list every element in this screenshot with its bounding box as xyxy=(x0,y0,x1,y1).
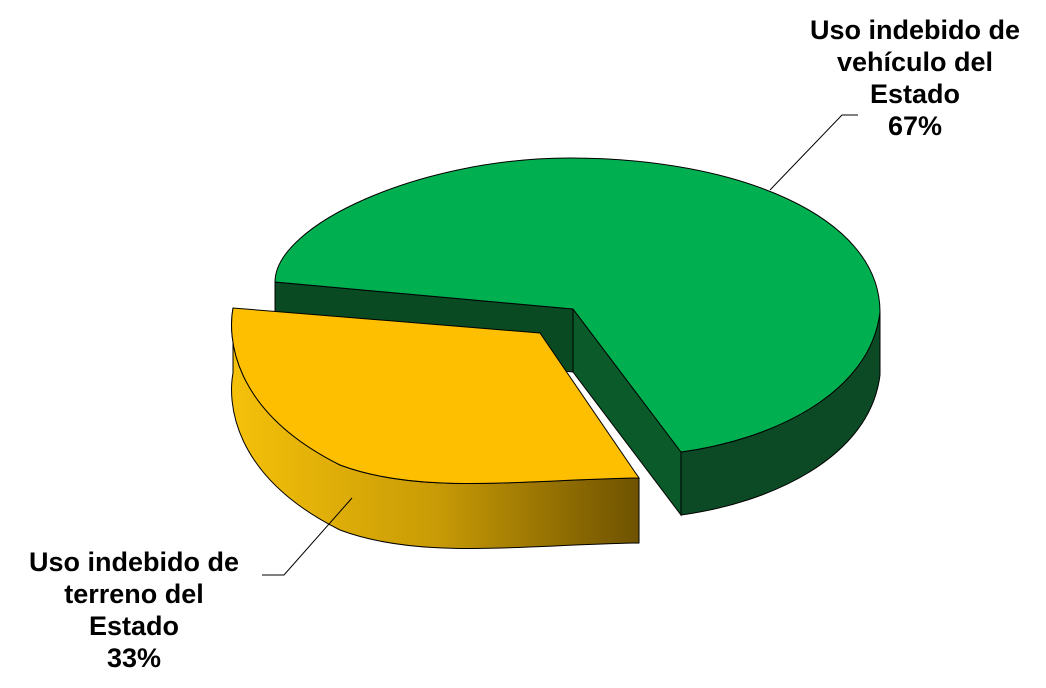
label-percent: 33% xyxy=(106,643,162,673)
data-label-terreno: Uso indebido de terreno del Estado 33% xyxy=(6,546,262,674)
label-line: Uso indebido de xyxy=(28,547,239,577)
label-line: Estado xyxy=(869,79,961,109)
label-line: vehículo del xyxy=(836,47,994,77)
label-line: Uso indebido de xyxy=(809,15,1020,45)
label-line: terreno del xyxy=(64,579,204,609)
slice-terreno-top xyxy=(231,307,640,484)
label-percent: 67% xyxy=(887,111,943,141)
leader-line-vehiculo xyxy=(769,114,858,191)
slice-vehiculo-top xyxy=(274,157,881,453)
pie-slice-terreno xyxy=(231,307,640,549)
leader-line-terreno xyxy=(262,497,353,576)
data-label-vehiculo: Uso indebido de vehículo del Estado 67% xyxy=(790,14,1040,142)
label-line: Estado xyxy=(88,611,180,641)
